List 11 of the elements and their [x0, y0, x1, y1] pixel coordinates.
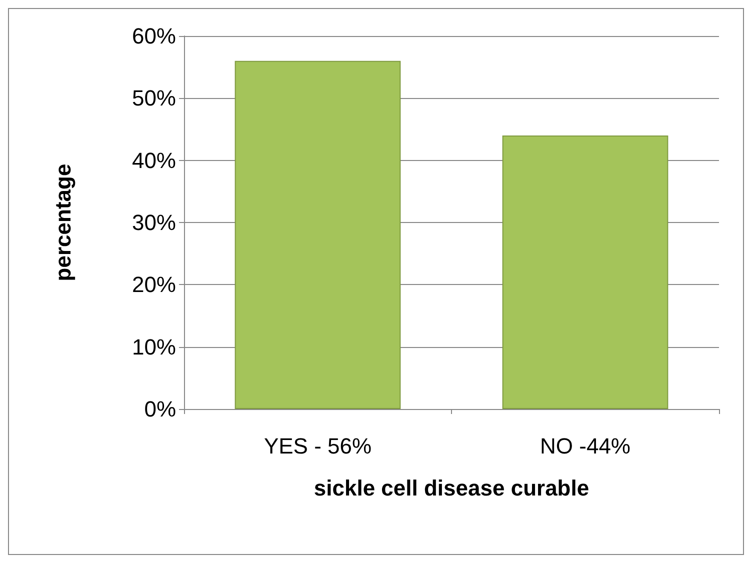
y-tick-label: 50% — [132, 86, 176, 111]
y-tick-label: 30% — [132, 210, 176, 235]
y-tick-label: 60% — [132, 24, 176, 48]
y-tick-label: 20% — [132, 272, 176, 298]
x-tick-label: NO -44% — [540, 434, 630, 458]
y-tick-label: 0% — [144, 396, 176, 422]
x-tick-label: YES - 56% — [264, 434, 372, 458]
y-axis-title: percentage — [50, 164, 76, 282]
y-tick-label: 40% — [132, 148, 176, 173]
x-axis-title: sickle cell disease curable — [314, 476, 590, 500]
y-tick-label: 10% — [132, 334, 176, 360]
